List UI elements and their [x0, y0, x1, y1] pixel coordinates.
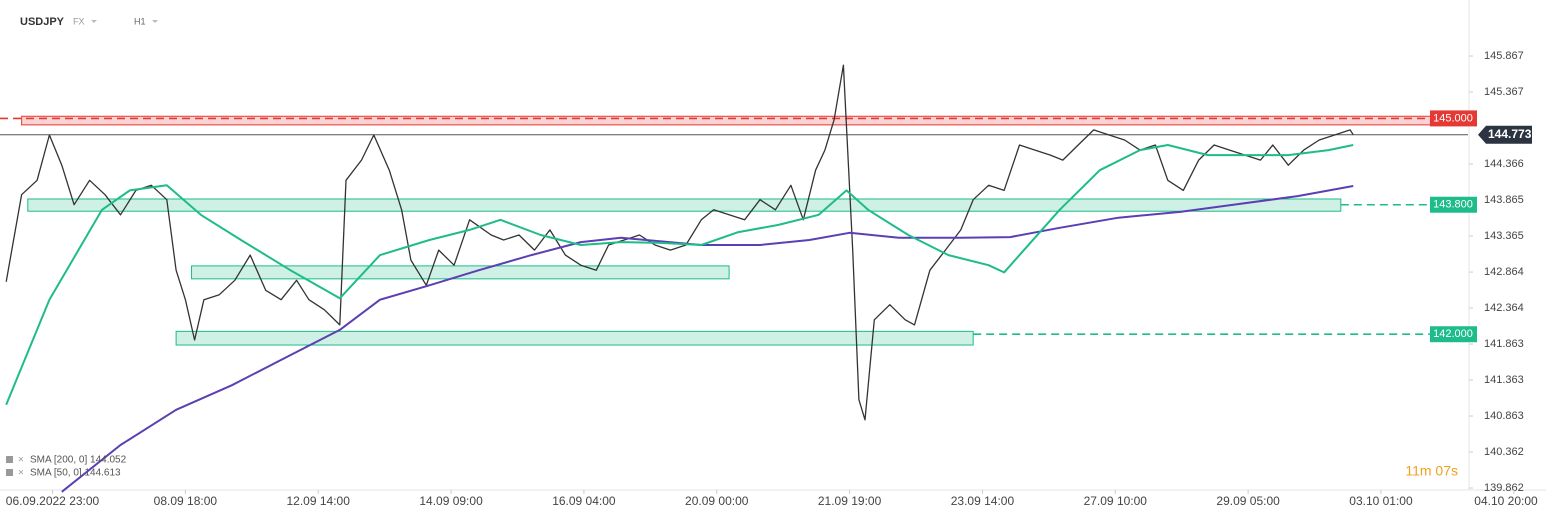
x-tick-label: 06.09.2022 23:00: [6, 494, 100, 508]
x-tick-label: 23.09 14:00: [951, 494, 1015, 508]
x-tick-label: 20.09 00:00: [685, 494, 749, 508]
legend-entry: SMA [50, 0] 144.613: [30, 468, 121, 479]
level-label: 143.800: [1433, 199, 1473, 211]
x-tick-label: 16.09 04:00: [552, 494, 616, 508]
y-tick-label: 140.362: [1484, 446, 1524, 458]
dropdown-icon[interactable]: [91, 20, 97, 23]
y-tick-label: 142.864: [1484, 266, 1524, 278]
interval[interactable]: H1: [134, 16, 146, 26]
y-tick-label: 139.862: [1484, 482, 1524, 494]
zone: [21, 115, 1431, 126]
price-line: [5, 64, 1354, 421]
y-tick-label: 142.364: [1484, 302, 1524, 314]
legend-icon: [6, 456, 13, 463]
dropdown-icon[interactable]: [152, 20, 158, 23]
legend-close: ×: [18, 468, 24, 479]
x-tick-label: 08.09 18:00: [154, 494, 218, 508]
level-label-box: [1430, 326, 1477, 343]
y-tick-label: 143.865: [1484, 194, 1524, 206]
x-tick-label: 04.10 20:00: [1474, 494, 1538, 508]
y-tick-label: 144.366: [1484, 158, 1524, 170]
y-tick-label: 145.867: [1484, 50, 1524, 62]
legend-close: ×: [18, 455, 24, 466]
level-label-box: [1430, 110, 1477, 127]
x-tick-label: 03.10 01:00: [1349, 494, 1413, 508]
y-tick-label: 141.363: [1484, 374, 1524, 386]
zone: [175, 330, 974, 346]
legend-entry: SMA [200, 0] 144.052: [30, 455, 127, 466]
sma-line: [5, 144, 1354, 406]
zone: [27, 198, 1342, 212]
level-label: 142.000: [1433, 328, 1473, 340]
current-price-label: 144.773: [1488, 127, 1532, 141]
timer: 11m 07s: [1405, 463, 1458, 479]
symbol[interactable]: USDJPY: [20, 16, 65, 28]
x-tick-label: 14.09 09:00: [419, 494, 483, 508]
x-tick-label: 12.09 14:00: [287, 494, 351, 508]
x-tick-label: 27.09 10:00: [1084, 494, 1148, 508]
y-tick-label: 143.365: [1484, 230, 1524, 242]
level-label-box: [1430, 196, 1477, 213]
x-tick-label: 21.09 19:00: [818, 494, 882, 508]
current-price-box: [1478, 125, 1532, 144]
y-tick-label: 140.863: [1484, 410, 1524, 422]
x-tick-label: 29.09 05:00: [1216, 494, 1280, 508]
market: FX: [73, 16, 85, 26]
y-tick-label: 141.863: [1484, 338, 1524, 350]
level-label: 145.000: [1433, 112, 1473, 124]
y-tick-label: 145.367: [1484, 86, 1524, 98]
legend-icon: [6, 469, 13, 476]
